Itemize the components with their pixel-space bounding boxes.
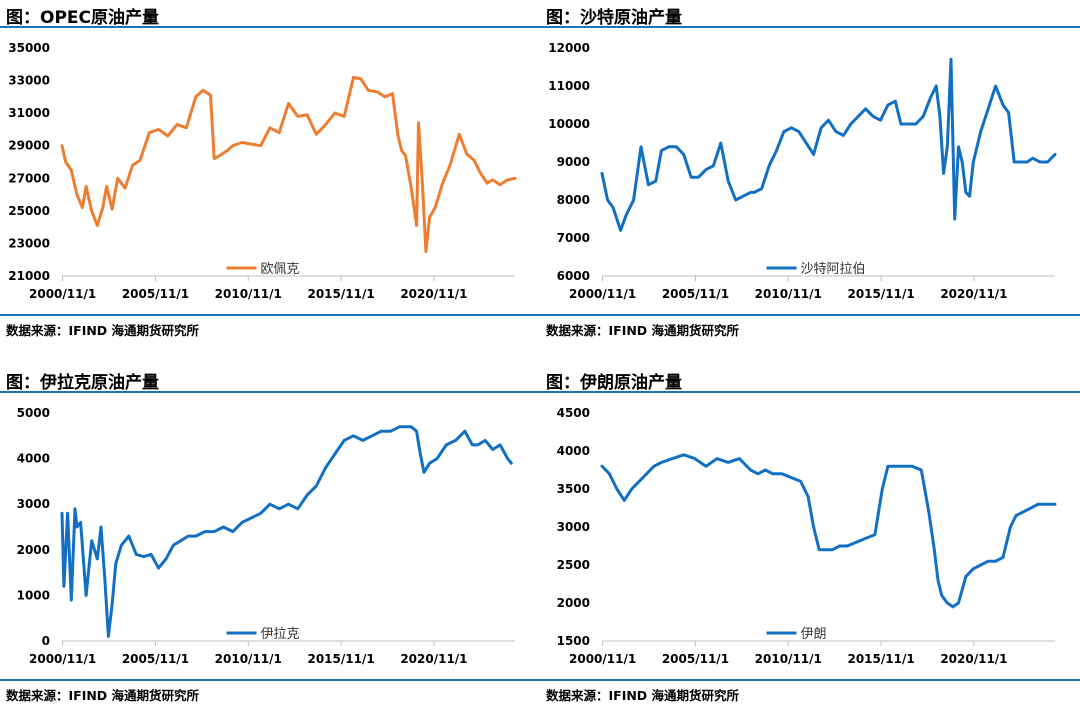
- line-chart-saudi: 6000 7000 8000 9000 10000 11000 12000 2000/11/1…: [548, 41, 1057, 301]
- y-tick-label: 3000: [557, 520, 590, 534]
- x-tick-label: 2000/11/1: [29, 287, 96, 301]
- y-tick-label: 4000: [17, 452, 50, 466]
- x-tick-label: 2000/11/1: [569, 287, 636, 301]
- x-tick-label: 2010/11/1: [755, 287, 822, 301]
- y-tick-label: 27000: [8, 171, 50, 185]
- chart-title: 图：伊朗原油产量: [546, 373, 682, 393]
- x-tick-label: 2015/11/1: [307, 652, 374, 666]
- x-tick-label: 2020/11/1: [400, 287, 467, 301]
- y-tick-label: 21000: [8, 269, 50, 283]
- line-chart-iraq: 0 1000 2000 3000 4000 5000 2000/11/1 2005/11/1 2…: [17, 406, 515, 666]
- y-tick-label: 4000: [557, 444, 590, 458]
- y-tick-label: 35000: [8, 41, 50, 55]
- series-line: [60, 425, 513, 638]
- legend-label: 伊朗: [801, 627, 827, 642]
- chart-panel-iraq: 图：伊拉克原油产量 0 1000 2000 3000 4000 5000 2000/11/1…: [0, 365, 540, 718]
- y-tick-label: 33000: [8, 74, 50, 88]
- series-line: [600, 453, 1057, 609]
- y-tick-label: 29000: [8, 139, 50, 153]
- source-note: 数据来源：IFIND 海通期货研究所: [546, 323, 740, 338]
- chart-panel-opec: 图：OPEC原油产量 21000 23000 25000 27000 29000 3100…: [0, 0, 540, 353]
- y-tick-label: 6000: [557, 269, 590, 283]
- source-note: 数据来源：IFIND 海通期货研究所: [6, 323, 200, 338]
- bottom-divider: [540, 314, 1080, 316]
- x-tick-label: 2005/11/1: [122, 652, 189, 666]
- x-tick-label: 2020/11/1: [400, 652, 467, 666]
- x-tick-label: 2015/11/1: [847, 287, 914, 301]
- top-divider: [0, 26, 540, 28]
- y-tick-label: 8000: [557, 193, 590, 207]
- source-note: 数据来源：IFIND 海通期货研究所: [6, 688, 200, 703]
- y-tick-label: 2000: [557, 596, 590, 610]
- y-tick-label: 10000: [548, 117, 590, 131]
- legend-label: 欧佩克: [261, 262, 300, 277]
- y-tick-label: 23000: [8, 236, 50, 250]
- x-tick-label: 2015/11/1: [847, 652, 914, 666]
- y-tick-label: 25000: [8, 204, 50, 218]
- y-tick-label: 3000: [17, 497, 50, 511]
- top-divider: [0, 391, 540, 393]
- top-divider: [540, 26, 1080, 28]
- x-tick-label: 2020/11/1: [940, 287, 1007, 301]
- y-tick-label: 7000: [557, 231, 590, 245]
- chart-title: 图：OPEC原油产量: [6, 8, 159, 28]
- line-chart-opec: 21000 23000 25000 27000 29000 31000 33000 35000…: [8, 41, 517, 301]
- source-note: 数据来源：IFIND 海通期货研究所: [546, 688, 740, 703]
- chart-title: 图：沙特原油产量: [546, 8, 682, 28]
- y-tick-label: 5000: [17, 406, 50, 420]
- chart-panel-iran: 图：伊朗原油产量 1500 2000 2500 3000 3500 4000 4500 200…: [540, 365, 1080, 718]
- y-tick-label: 4500: [557, 406, 590, 420]
- y-tick-label: 31000: [8, 106, 50, 120]
- chart-panel-saudi: 图：沙特原油产量 6000 7000 8000 9000 10000 11000 12000…: [540, 0, 1080, 353]
- x-tick-label: 2005/11/1: [662, 652, 729, 666]
- line-chart-iran: 1500 2000 2500 3000 3500 4000 4500 2000/11/1 200…: [557, 406, 1057, 666]
- y-tick-label: 2000: [17, 543, 50, 557]
- y-tick-label: 9000: [557, 155, 590, 169]
- y-tick-label: 1000: [17, 588, 50, 602]
- y-tick-label: 2500: [557, 558, 590, 572]
- x-tick-label: 2010/11/1: [215, 287, 282, 301]
- bottom-divider: [0, 679, 540, 681]
- x-tick-label: 2005/11/1: [662, 287, 729, 301]
- legend-label: 沙特阿拉伯: [801, 262, 866, 277]
- y-tick-label: 12000: [548, 41, 590, 55]
- x-tick-label: 2020/11/1: [940, 652, 1007, 666]
- series-line: [60, 75, 517, 254]
- x-tick-label: 2010/11/1: [755, 652, 822, 666]
- x-tick-label: 2010/11/1: [215, 652, 282, 666]
- x-tick-label: 2000/11/1: [569, 652, 636, 666]
- y-tick-label: 11000: [548, 79, 590, 93]
- x-tick-label: 2015/11/1: [307, 287, 374, 301]
- x-tick-label: 2005/11/1: [122, 287, 189, 301]
- y-tick-label: 0: [42, 634, 50, 648]
- y-tick-label: 1500: [557, 634, 590, 648]
- top-divider: [540, 391, 1080, 393]
- legend-label: 伊拉克: [261, 627, 300, 642]
- bottom-divider: [540, 679, 1080, 681]
- bottom-divider: [0, 314, 540, 316]
- chart-title: 图：伊拉克原油产量: [6, 373, 159, 393]
- series-line: [600, 57, 1057, 232]
- y-tick-label: 3500: [557, 482, 590, 496]
- x-tick-label: 2000/11/1: [29, 652, 96, 666]
